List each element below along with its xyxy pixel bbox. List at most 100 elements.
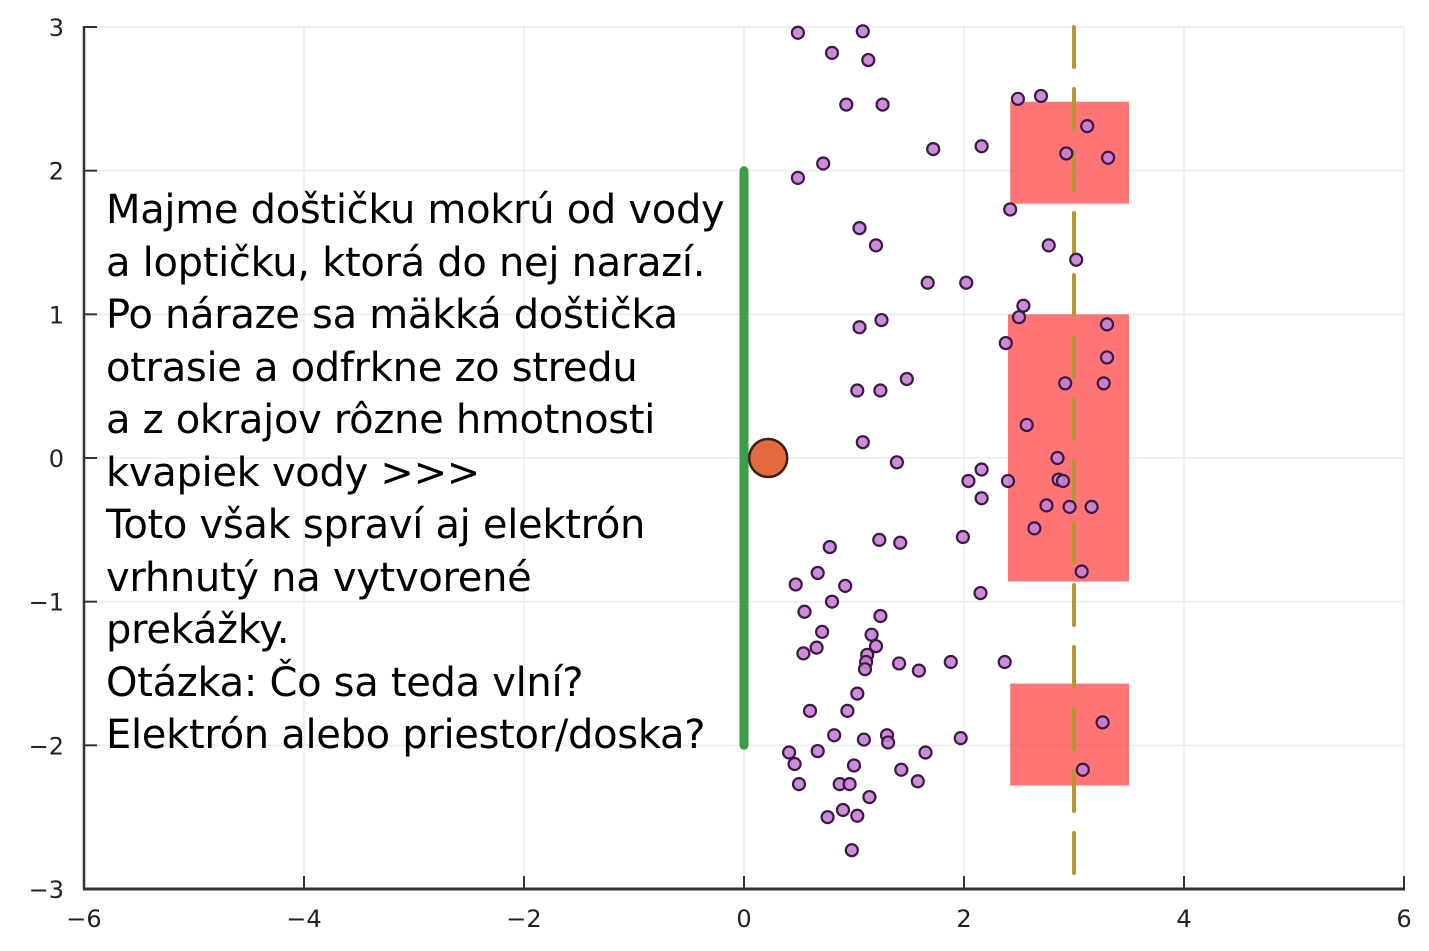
y-tick-label: 3 [49,14,64,42]
particle-point [973,585,988,601]
y-tick-label: 1 [49,301,64,329]
particle-point [1059,146,1074,161]
particle-point [855,24,870,39]
particle-point [842,777,857,792]
particle-point [1069,252,1084,267]
particle-point [955,529,971,545]
particle-point [1010,91,1026,106]
ball-circle [747,437,789,479]
particle-point [920,275,935,290]
particle-point [824,594,840,609]
particle-point [974,462,989,477]
particle-point [891,656,907,671]
particle-point [1011,310,1027,325]
particle-point [1084,499,1099,514]
particle-point [1003,202,1018,217]
particle-point [791,777,807,792]
particle-point [810,743,825,759]
particle-point [810,565,825,581]
particle-point [857,662,873,677]
caption-line: kvapiek vody >>> [106,449,481,496]
caption-line: otrasie a odfrkne zo stredu [106,344,638,391]
particle-point [974,491,989,506]
particle-point [809,640,824,655]
particle-point [926,142,941,157]
particle-point [1039,498,1054,513]
y-tick-label: 0 [49,445,64,473]
particle-points [781,24,1116,858]
particle-point [781,745,797,760]
particle-point [1075,762,1090,777]
particle-point [1058,376,1073,391]
particle-point [1050,450,1065,466]
particle-point [820,810,835,825]
orange-ball [747,437,789,479]
particle-point [824,45,840,60]
particle-point [1074,564,1089,579]
particle-point [974,139,989,154]
particle-point [846,758,862,773]
caption-line: vrhnutý na vytvorené [106,554,532,601]
particle-point [822,539,837,555]
particle-point [875,97,890,112]
particle-point [1041,238,1056,253]
particle-point [998,335,1013,351]
particle-point [790,170,806,185]
particle-point [959,275,974,290]
particle-point [911,663,927,678]
x-tick-label: 6 [1396,905,1411,933]
particle-point [850,808,865,823]
particle-point [874,312,889,328]
particle-point [796,646,811,661]
particle-point [1016,298,1031,313]
particle-point [802,703,818,718]
particle-point [1080,119,1095,134]
particle-point [918,745,933,760]
slit-rectangles [1008,101,1129,786]
x-tick-label: 4 [1176,905,1191,933]
caption-line: Po náraze sa mäkká doštička [106,292,678,338]
particle-point [787,756,802,772]
particle-point [910,774,925,789]
particle-point [816,156,831,171]
particle-point [852,221,867,236]
particle-point [873,608,888,624]
particle-point [1027,521,1042,536]
particle-point [827,728,842,743]
x-tick-label: −6 [66,905,101,933]
particle-point [1100,150,1116,165]
particle-point [894,762,909,777]
particle-point [844,843,859,858]
particle-point [1000,473,1016,489]
y-axis-ticks: −3 −2 −1 0 1 2 3 [29,14,97,904]
particle-point [899,371,914,387]
y-tick-label: −2 [29,732,64,760]
caption-line: Majme doštičku mokrú od vody [106,187,725,233]
particle-point [840,703,855,718]
particle-point [790,25,806,40]
particle-point [855,435,870,450]
particle-point [873,383,888,398]
particle-point [861,52,876,68]
particle-point [850,383,865,398]
particle-point [1062,499,1077,514]
particle-point [1095,715,1110,730]
particle-point [893,535,908,550]
particle-point [889,455,905,470]
particle-point [788,577,803,592]
particle-point [872,532,887,547]
caption-line: a loptičku, ktorá do nej narazí. [106,239,706,286]
particle-point [864,627,879,642]
particle-point [850,686,865,701]
caption-line: a z okrajov rôzne hmotnosti [106,397,656,443]
particle-point [1019,417,1034,433]
particle-point [838,578,853,593]
particle-point [1099,350,1115,365]
particle-point [839,97,854,112]
particle-point [1096,376,1111,391]
particle-point [1033,88,1049,104]
y-tick-label: −3 [29,876,64,904]
particle-point [814,624,830,639]
caption-text: Majme doštičku mokrú od vody a loptičku, … [106,184,746,762]
x-tick-label: −4 [286,905,321,933]
